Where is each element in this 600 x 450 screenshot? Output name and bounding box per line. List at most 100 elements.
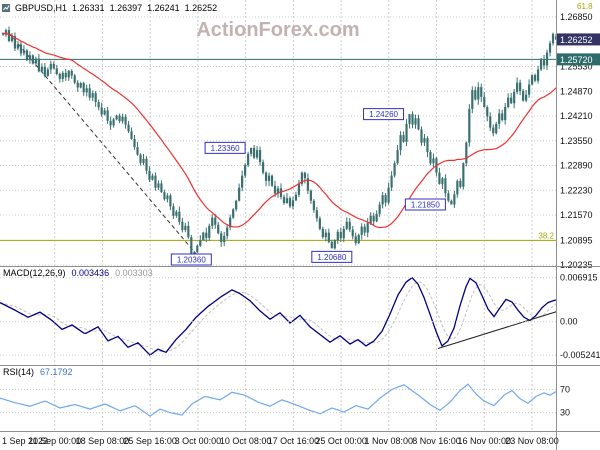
candle-body [184, 225, 187, 230]
candle-body [489, 116, 492, 128]
candle-body [471, 90, 474, 109]
candle-body [16, 44, 20, 49]
candle-body [163, 192, 166, 200]
candle-body [354, 236, 357, 244]
candle-body [34, 58, 37, 64]
price-axis-label: 1.26850 [560, 12, 593, 22]
candle-body [244, 165, 247, 176]
price-label: 1.24260 [369, 110, 398, 119]
candle-body [426, 138, 429, 152]
candle-body [417, 118, 420, 130]
price-axis-label: 1.25530 [560, 62, 593, 72]
candle-body [372, 215, 375, 222]
price-label-box [363, 108, 405, 121]
level-price-tag [557, 53, 600, 66]
candle-body [309, 190, 312, 201]
candle-body [241, 175, 244, 188]
candle-body [381, 195, 384, 205]
candle-body [121, 116, 124, 122]
candle-body [384, 195, 387, 203]
candle-body [19, 44, 23, 54]
candle-body [109, 120, 112, 126]
candle-body [208, 225, 211, 238]
candle-body [551, 33, 555, 44]
candle-body [133, 138, 136, 148]
candle-body [516, 82, 519, 92]
candle-body [291, 200, 295, 207]
candle-body [360, 226, 363, 235]
candle-body [282, 197, 286, 203]
candle-body [513, 92, 516, 104]
candle-body [127, 124, 130, 132]
candle-body [250, 147, 253, 154]
price-axis-label: 1.22890 [560, 161, 593, 171]
macd-label: MACD(12,26,9) [3, 268, 66, 278]
candle-body [369, 215, 372, 224]
rsi-label: RSI(14) [3, 367, 35, 377]
candle-body [187, 225, 190, 238]
candle-body [486, 107, 489, 117]
candle-body [70, 71, 73, 76]
candle-body [151, 175, 154, 180]
macd-main-line [0, 276, 556, 357]
candle-body [40, 66, 43, 72]
candle-body [327, 232, 330, 242]
candle-body [288, 198, 292, 207]
macd-label-row: MACD(12,26,9) 0.003436 0.003303 [3, 268, 153, 278]
candle-body [306, 178, 309, 191]
candle-body [510, 97, 513, 104]
candle-body [378, 204, 381, 214]
ohlc-low: 1.26241 [147, 3, 180, 13]
candle-body [49, 63, 52, 70]
candle-body [474, 90, 477, 100]
time-axis-label: 25 Oct 00:00 [315, 436, 367, 446]
macd-plot [0, 276, 556, 357]
candle-body [429, 152, 432, 164]
ohlc-high: 1.26397 [109, 3, 143, 13]
candle-body [118, 115, 121, 122]
rsi-plot [0, 383, 556, 417]
moving-average-line [2, 31, 556, 229]
candle-body [166, 195, 169, 200]
candle-body [157, 183, 160, 188]
candle-body [172, 206, 175, 216]
candle-body [345, 221, 348, 229]
candle-body [175, 211, 178, 216]
candle-body [303, 172, 307, 179]
candle-body [294, 194, 298, 201]
candle-body [25, 50, 29, 61]
candle-body [548, 43, 552, 53]
candle-body [145, 158, 148, 171]
candle-body [178, 211, 181, 222]
candle-body [501, 113, 504, 121]
candle-body [247, 153, 250, 166]
candle-body [297, 183, 301, 195]
candle-body [61, 72, 64, 79]
candle-body [533, 75, 537, 81]
candle-body [52, 63, 55, 69]
candle-body [444, 178, 447, 194]
candle-body [115, 115, 118, 120]
macd-signal-line [0, 281, 556, 353]
candle-body [336, 231, 339, 241]
macd-value-main: 0.003436 [71, 268, 110, 278]
time-axis-label: 3 Oct 00:00 [175, 436, 222, 446]
candle-body [315, 210, 318, 219]
candle-body [28, 55, 32, 61]
candle-body [270, 175, 274, 186]
candle-body [55, 68, 58, 74]
candle-body [139, 154, 142, 163]
candle-body [447, 193, 450, 201]
time-axis-label: 8 Nov 16:00 [412, 436, 461, 446]
candle-body [333, 240, 336, 249]
price-axis-scale[interactable] [557, 0, 600, 432]
macd-value-signal: 0.003303 [115, 268, 153, 278]
macd-trendline [437, 311, 556, 350]
candle-body [226, 227, 229, 236]
time-axis-scale[interactable] [0, 432, 600, 450]
candle-body [273, 185, 277, 194]
candle-body [539, 60, 543, 70]
candle-body [205, 232, 208, 238]
candle-body [214, 217, 217, 225]
